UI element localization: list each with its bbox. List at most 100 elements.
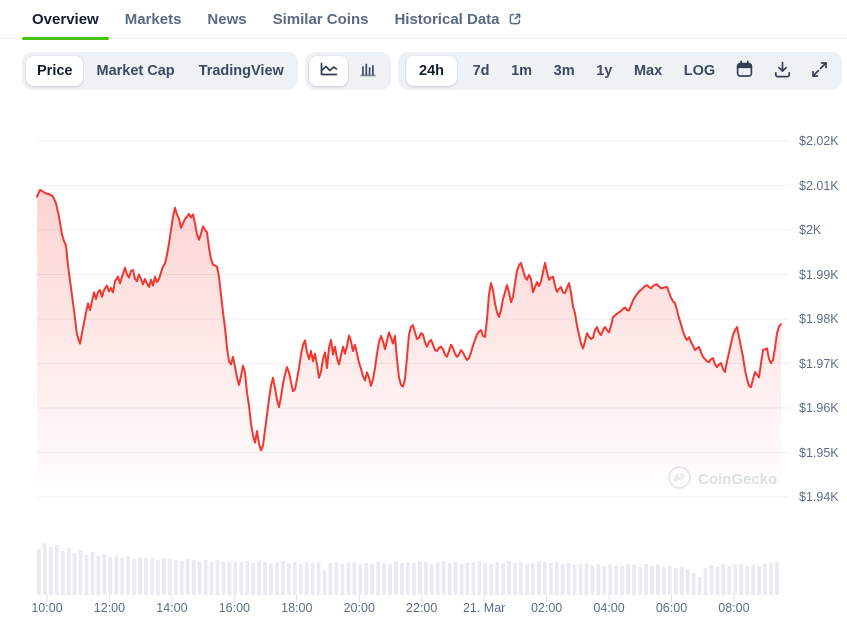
volume-bar <box>769 563 773 595</box>
volume-bar <box>310 563 315 595</box>
tradingview-button[interactable]: TradingView <box>188 56 295 86</box>
volume-bar <box>703 568 708 595</box>
volume-bar <box>721 564 726 595</box>
download-button[interactable] <box>768 56 796 86</box>
volume-bar <box>150 559 154 595</box>
volume-bar <box>179 561 184 595</box>
volume-bar <box>54 545 59 595</box>
x-axis-tick-label: 21. Mar <box>462 601 506 615</box>
volume-bar <box>209 562 214 595</box>
volume-bar <box>334 562 339 595</box>
line-chart-icon <box>319 61 339 81</box>
volume-bar <box>298 564 303 595</box>
volume-bar <box>572 565 577 595</box>
time-range-group: 24h 7d 1m 3m 1y Max LOG <box>398 52 842 90</box>
volume-bar <box>602 566 607 595</box>
volume-bar <box>590 565 595 595</box>
volume-bar <box>667 566 672 595</box>
volume-bar <box>441 561 446 595</box>
volume-bar <box>429 564 434 595</box>
volume-bar <box>263 562 267 595</box>
volume-bar <box>727 566 732 595</box>
volume-bar <box>757 566 761 595</box>
volume-bar <box>501 563 506 595</box>
volume-bar <box>596 564 601 595</box>
volume-bar <box>697 577 702 595</box>
tab-news-label: News <box>207 10 247 28</box>
range-3m-button[interactable]: 3m <box>548 56 581 86</box>
x-axis-tick-label: 10:00 <box>31 601 63 615</box>
calendar-icon <box>735 60 754 82</box>
tab-overview[interactable]: Overview <box>22 0 109 40</box>
line-chart-button[interactable] <box>309 56 348 86</box>
page-tabbar: Overview Markets News Similar Coins Hist… <box>0 0 847 40</box>
volume-bar <box>233 561 238 595</box>
x-axis-tick-label: 04:00 <box>593 601 625 615</box>
volume-bar <box>417 561 422 595</box>
volume-bar <box>507 561 511 595</box>
volume-bar <box>435 562 440 595</box>
volume-bar <box>566 563 571 595</box>
x-axis-tick-label: 16:00 <box>218 601 250 615</box>
volume-bar <box>346 563 351 595</box>
volume-bar <box>78 550 83 595</box>
bar-chart-button[interactable] <box>348 56 387 86</box>
volume-bar <box>245 561 250 595</box>
x-axis-tick-label: 20:00 <box>343 601 375 615</box>
volume-bar <box>156 560 160 595</box>
price-button[interactable]: Price <box>26 56 84 86</box>
tab-markets[interactable]: Markets <box>115 0 192 39</box>
range-24h-button[interactable]: 24h <box>406 56 457 86</box>
volume-bar <box>239 562 244 595</box>
volume-bar <box>584 563 589 595</box>
volume-bar <box>316 562 321 595</box>
volume-bar <box>709 565 714 595</box>
range-max-button[interactable]: Max <box>628 56 668 86</box>
calendar-button[interactable] <box>731 56 759 86</box>
volume-bar <box>739 564 744 595</box>
volume-bar <box>751 565 755 595</box>
range-1m-button[interactable]: 1m <box>505 56 538 86</box>
range-1y-button[interactable]: 1y <box>590 56 618 86</box>
volume-bar <box>144 558 148 595</box>
volume-bar <box>679 567 684 595</box>
range-7d-button[interactable]: 7d <box>467 56 496 86</box>
fullscreen-button[interactable] <box>806 56 834 86</box>
y-axis-tick-label: $1.97K <box>799 356 839 371</box>
volume-bar <box>203 560 208 595</box>
x-axis-tick-label: 08:00 <box>718 601 750 615</box>
tab-similar-coins-label: Similar Coins <box>272 10 369 28</box>
volume-bar <box>292 562 297 595</box>
volume-bar <box>542 562 547 595</box>
volume-bar <box>519 562 523 595</box>
y-axis-tick-label: $1.94K <box>799 490 839 504</box>
tab-news[interactable]: News <box>197 0 256 39</box>
volume-bar <box>763 564 767 595</box>
volume-bar <box>185 559 190 595</box>
y-axis-tick-label: $1.95K <box>799 445 839 460</box>
volume-bar <box>477 561 482 595</box>
volume-bar <box>114 555 119 595</box>
market-cap-button[interactable]: Market Cap <box>85 56 185 86</box>
volume-bar <box>465 563 470 595</box>
volume-bar <box>412 563 416 595</box>
log-scale-button[interactable]: LOG <box>678 56 721 86</box>
volume-bar <box>608 564 613 595</box>
volume-bar <box>644 564 648 595</box>
volume-bar <box>251 563 256 595</box>
volume-bar <box>191 560 196 595</box>
x-axis-tick-label: 22:00 <box>406 601 438 615</box>
volume-bar <box>685 569 690 595</box>
volume-bar <box>715 567 720 595</box>
price-line <box>36 188 782 452</box>
volume-bar <box>37 549 41 595</box>
tab-similar-coins[interactable]: Similar Coins <box>263 0 379 39</box>
x-axis-tick-label: 06:00 <box>655 601 688 615</box>
y-axis-tick-label: $1.98K <box>799 312 839 326</box>
volume-bar <box>673 568 678 595</box>
tab-historical-data[interactable]: Historical Data <box>384 0 532 39</box>
volume-bar <box>322 570 327 595</box>
volume-bar <box>281 561 285 595</box>
